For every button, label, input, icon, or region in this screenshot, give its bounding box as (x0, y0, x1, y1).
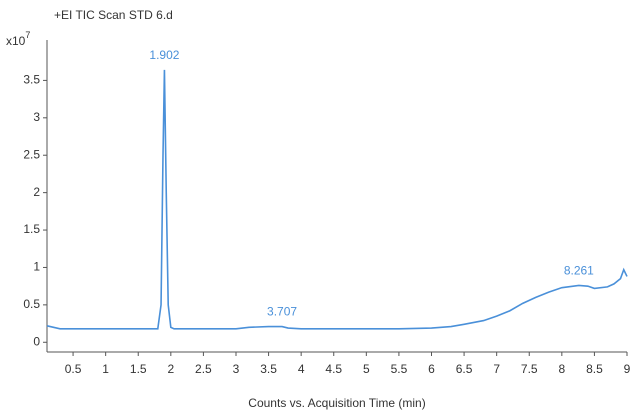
peak-label: 3.707 (267, 305, 297, 319)
x-tick-label: 4 (298, 362, 305, 376)
x-tick-label: 6.5 (456, 362, 473, 376)
y-tick-label: 1.5 (23, 222, 40, 236)
x-axis-label: Counts vs. Acquisition Time (min) (248, 396, 425, 410)
x-tick-label: 7 (493, 362, 500, 376)
peak-label: 1.902 (149, 48, 179, 62)
x-tick-label: 9 (624, 362, 630, 376)
chart-title: +EI TIC Scan STD 6.d (54, 8, 173, 22)
x-tick-label: 4.5 (325, 362, 342, 376)
x-tick-label: 2 (167, 362, 174, 376)
peak-label: 8.261 (564, 264, 594, 278)
y-tick-label: 2.5 (23, 147, 40, 161)
x-tick-label: 8.5 (586, 362, 603, 376)
y-tick-label: 1 (33, 260, 40, 274)
x-tick-label: 5.5 (391, 362, 408, 376)
y-scale-exponent: 7 (25, 30, 30, 40)
y-scale: x107 (6, 30, 30, 48)
x-tick-label: 3 (233, 362, 240, 376)
data-line (46, 69, 628, 330)
x-tick-label: 1.5 (130, 362, 147, 376)
x-tick-label: 3.5 (260, 362, 277, 376)
y-tick-label: 2 (33, 185, 40, 199)
x-tick-label: 1 (102, 362, 109, 376)
y-scale-base: x10 (6, 34, 26, 48)
x-tick-label: 0.5 (65, 362, 82, 376)
y-tick-label: 3.5 (23, 73, 40, 87)
x-tick-label: 5 (363, 362, 370, 376)
y-tick-label: 0 (33, 334, 40, 348)
x-tick-label: 7.5 (521, 362, 538, 376)
x-tick-label: 8 (558, 362, 565, 376)
x-tick-label: 6 (428, 362, 435, 376)
y-tick-label: 3 (33, 110, 40, 124)
x-tick-label: 2.5 (195, 362, 212, 376)
y-tick-label: 0.5 (23, 297, 40, 311)
